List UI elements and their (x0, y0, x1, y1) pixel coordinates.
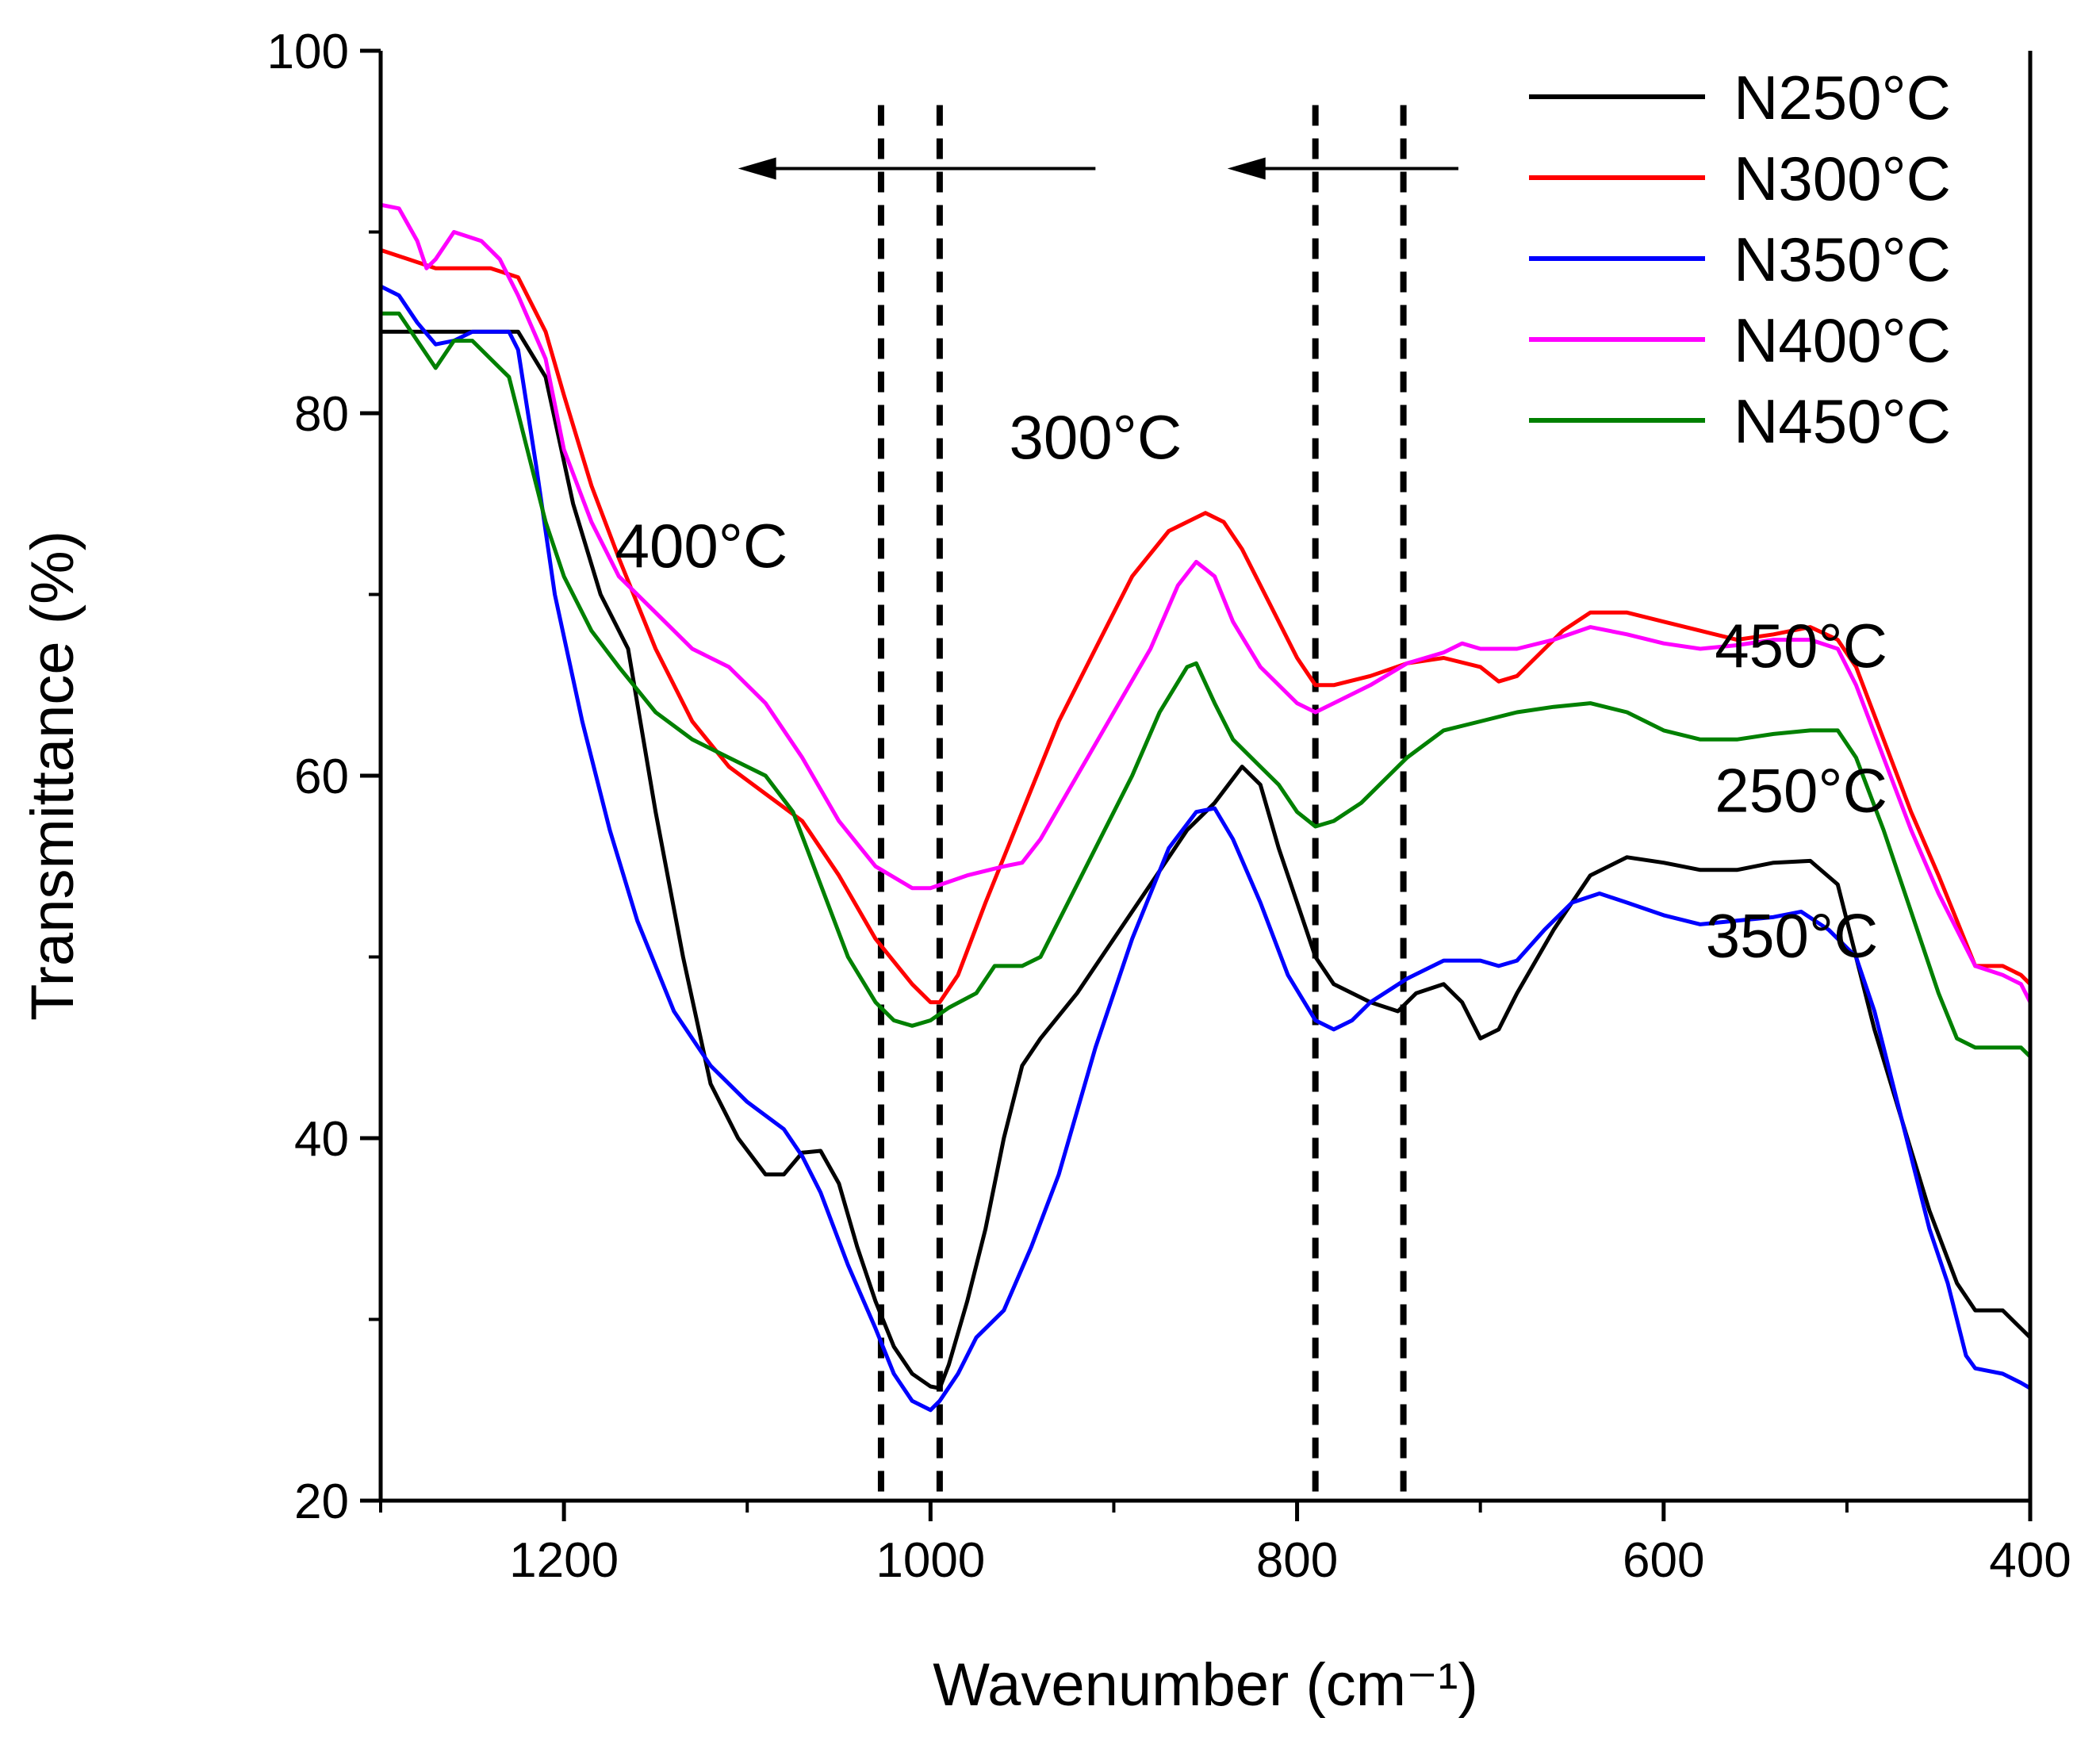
y-ticks: 20 40 60 80 100 (267, 25, 381, 1529)
y-tick-label: 100 (267, 25, 349, 79)
curve-annotation: 450°C (1715, 611, 1887, 681)
x-tick-label: 400 (1989, 1533, 2071, 1588)
curve-annotation: 350°C (1706, 901, 1879, 971)
legend-label: N350°C (1734, 224, 1951, 294)
arrow-head (738, 157, 776, 180)
x-tick-label: 600 (1623, 1533, 1704, 1588)
curve-annotation: 250°C (1715, 756, 1887, 826)
series-line (381, 329, 2030, 1390)
series-line (381, 311, 2030, 1059)
x-tick-label: 1000 (876, 1533, 985, 1588)
curve-annotation: 400°C (615, 511, 788, 581)
x-ticks: 1200 1000 800 600 400 (379, 1501, 2071, 1588)
y-tick-label: 80 (294, 387, 349, 442)
legend-label: N450°C (1734, 386, 1951, 456)
series-line (381, 284, 2030, 1413)
arrow-head (1227, 157, 1266, 180)
curve-annotation: 300°C (1009, 402, 1182, 472)
series-line (381, 202, 2030, 1005)
shift-arrows (738, 157, 1458, 180)
x-axis-label: Wavenumber (cm⁻¹) (933, 1651, 1478, 1719)
reference-lines (877, 105, 1407, 1501)
x-tick-label: 1200 (509, 1533, 619, 1588)
y-axis-label: Transmittance (%) (19, 531, 86, 1021)
legend-label: N300°C (1734, 144, 1951, 213)
y-tick-label: 20 (294, 1474, 349, 1529)
x-tick-label: 800 (1256, 1533, 1338, 1588)
series-layer (381, 202, 2030, 1413)
legend-label: N250°C (1734, 63, 1951, 132)
y-tick-label: 40 (294, 1112, 349, 1167)
y-tick-label: 60 (294, 750, 349, 804)
legend-label: N400°C (1734, 305, 1951, 375)
curve-annotations: 400°C 300°C 450°C 250°C 350°C (615, 402, 1887, 970)
series-line (381, 247, 2030, 1005)
legend: N250°C N300°C N350°C N400°C N450°C (1529, 63, 1951, 456)
